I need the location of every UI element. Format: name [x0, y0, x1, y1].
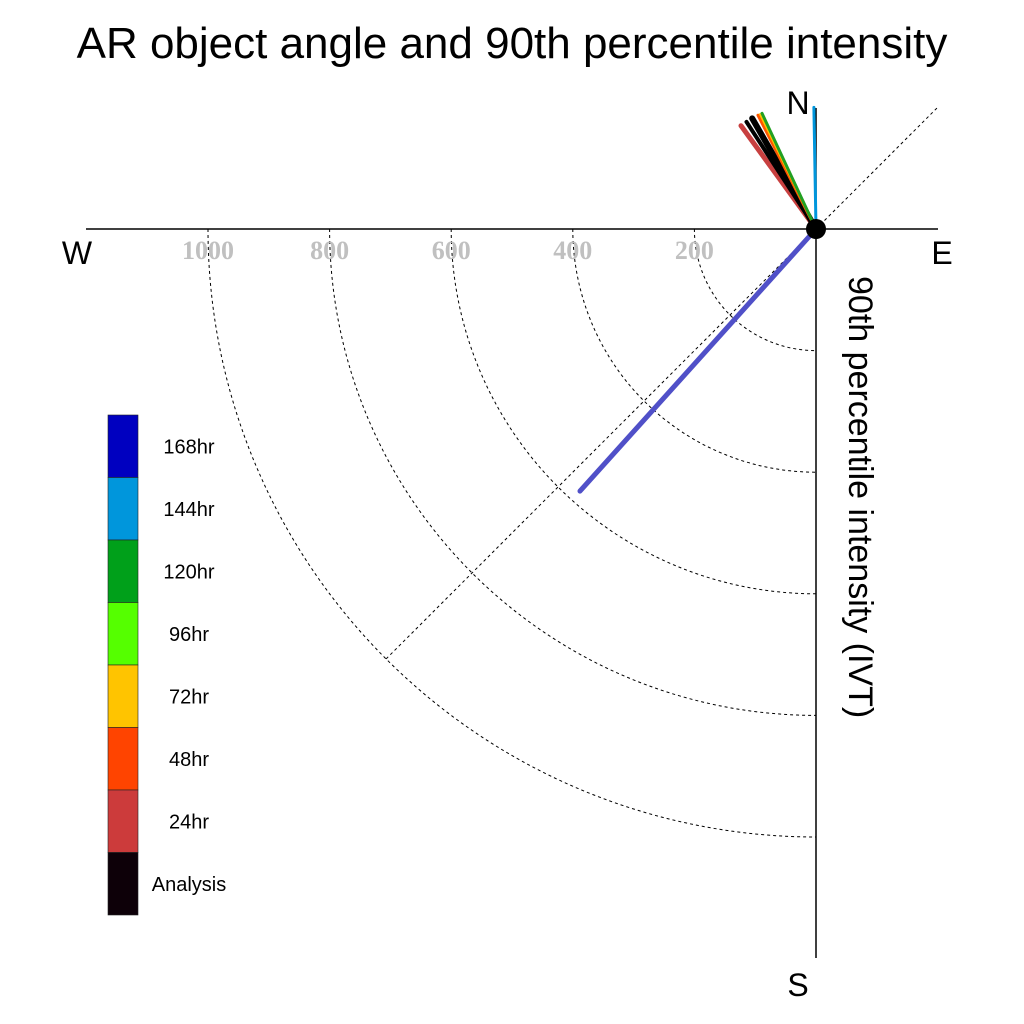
vectors — [577, 105, 819, 494]
radial-tick-label: 600 — [432, 236, 471, 265]
legend-swatch — [107, 789, 139, 853]
legend-label: Analysis — [152, 874, 226, 896]
legend: 168hr 144hr 120hr 96hr 72hr 48hr 24hr Analysis — [107, 414, 226, 916]
legend-label: 72hr — [169, 686, 209, 708]
radial-tick-label: 400 — [553, 236, 592, 265]
legend-swatch — [107, 727, 139, 791]
legend-swatch — [107, 852, 139, 916]
grid-arc — [207, 228, 817, 838]
compass-south: S — [787, 967, 808, 1003]
legend-swatch — [107, 602, 139, 666]
grid-diagonal-sw — [385, 228, 817, 660]
vector-analysis — [744, 119, 818, 231]
grid-arc — [329, 228, 817, 716]
compass-west: W — [62, 235, 93, 271]
grid-arc — [572, 228, 817, 473]
legend-label: 168hr — [163, 436, 214, 458]
y-axis-label: 90th percentile intensity (IVT) — [841, 276, 879, 718]
legend-swatch — [107, 477, 139, 541]
grid-arc — [450, 228, 817, 595]
compass-north: N — [786, 85, 809, 121]
grid — [207, 106, 939, 838]
legend-swatch — [107, 664, 139, 728]
legend-label: 144hr — [163, 499, 214, 521]
legend-label: 48hr — [169, 749, 209, 771]
radial-tick-labels: 1000 800 600 400 200 — [182, 236, 714, 265]
radial-tick-label: 200 — [675, 236, 714, 265]
grid-arc — [693, 228, 817, 352]
vector-168hr — [577, 226, 819, 494]
compass-east: E — [931, 235, 952, 271]
vector-120hr — [760, 111, 818, 231]
legend-label: 24hr — [169, 811, 209, 833]
radial-tick-label: 1000 — [182, 236, 234, 265]
legend-label: 96hr — [169, 624, 209, 646]
origin-marker — [806, 219, 826, 239]
chart-title: AR object angle and 90th percentile inte… — [77, 19, 948, 68]
vector-144hr — [812, 105, 818, 231]
legend-swatch — [107, 539, 139, 603]
legend-label: 120hr — [163, 561, 214, 583]
grid-diagonal-ne — [815, 106, 939, 230]
radial-tick-label: 800 — [310, 236, 349, 265]
legend-swatch — [107, 414, 139, 478]
